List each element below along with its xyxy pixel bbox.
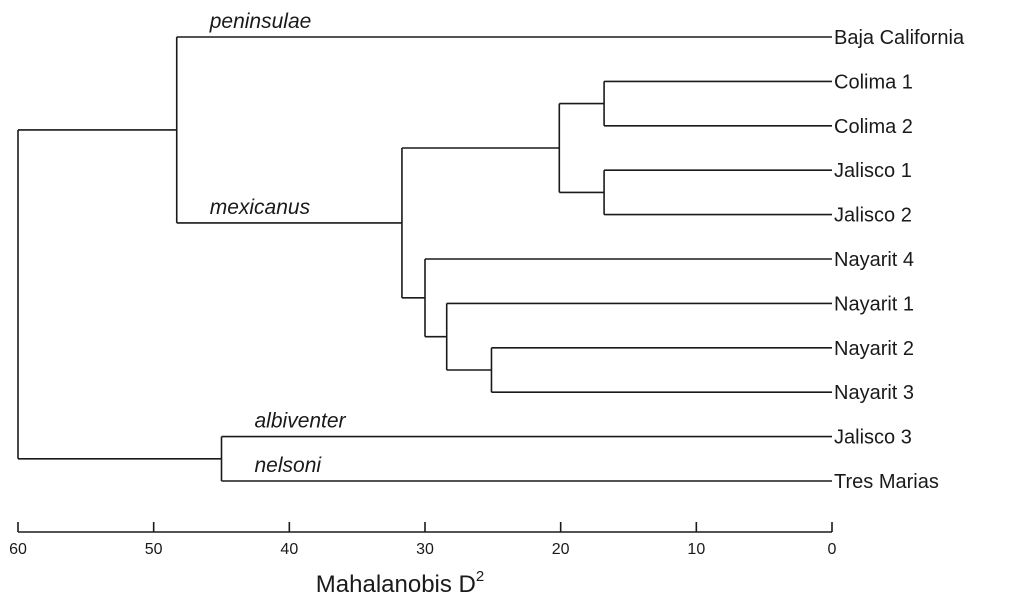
leaf-label-jalisco-3: Jalisco 3 [834, 427, 912, 449]
axis-tick-label-40: 40 [280, 541, 298, 558]
leaf-label-colima-1: Colima 1 [834, 71, 913, 93]
axis-tick-label-10: 10 [687, 541, 705, 558]
axis-title: Mahalanobis D2 [316, 568, 484, 598]
axis-tick-label-20: 20 [552, 541, 570, 558]
leaf-label-nayarit-2: Nayarit 2 [834, 338, 914, 360]
axis-tick-label-50: 50 [145, 541, 163, 558]
leaf-labels: Baja California Colima 1 Colima 2 Jalisco 1… [834, 27, 965, 493]
axis-title-text: Mahalanobis D [316, 571, 476, 598]
leaf-label-nayarit-4: Nayarit 4 [834, 249, 914, 271]
axis-tick-label-30: 30 [416, 541, 434, 558]
dendrogram-branches [17, 36, 832, 482]
axis-title-superscript: 2 [476, 568, 484, 585]
leaf-label-baja-california: Baja California [834, 27, 965, 49]
clade-label-peninsulae: peninsulae [209, 10, 312, 33]
axis-ticks: 60 50 40 30 20 10 0 [9, 522, 837, 558]
distance-axis: 60 50 40 30 20 10 0 Mahalanobis D2 [9, 522, 837, 598]
leaf-label-nayarit-1: Nayarit 1 [834, 293, 914, 315]
clade-label-nelsoni: nelsoni [255, 454, 323, 477]
clade-labels: peninsulae mexicanus albiventer nelsoni [209, 10, 347, 477]
axis-tick-label-0: 0 [828, 541, 837, 558]
clade-label-albiventer: albiventer [255, 410, 347, 433]
leaf-label-jalisco-1: Jalisco 1 [834, 160, 912, 182]
leaf-label-nayarit-3: Nayarit 3 [834, 382, 914, 404]
leaf-label-jalisco-2: Jalisco 2 [834, 205, 912, 227]
leaf-label-colima-2: Colima 2 [834, 116, 913, 138]
leaf-label-tres-marias: Tres Marias [834, 471, 939, 493]
clade-label-mexicanus: mexicanus [210, 196, 311, 219]
axis-tick-label-60: 60 [9, 541, 27, 558]
